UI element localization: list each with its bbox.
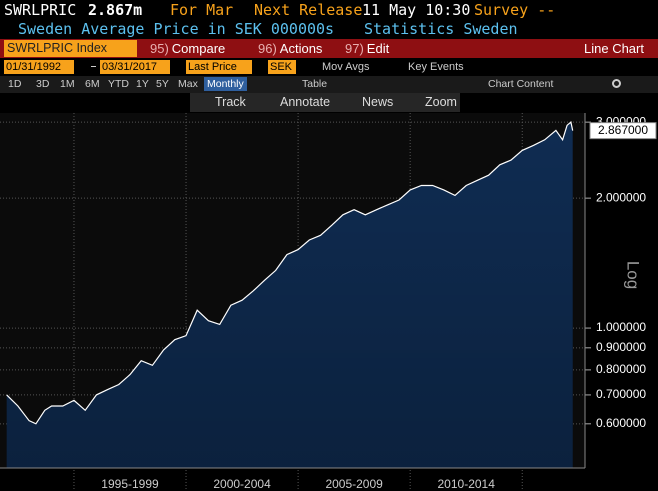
security-field[interactable]: SWRLPRIC Index: [4, 40, 137, 57]
menu-key: 96): [258, 41, 277, 56]
period-button[interactable]: 5Y: [156, 78, 169, 90]
menu-button[interactable]: 95) Compare: [150, 41, 225, 56]
chart-content-button[interactable]: Chart Content: [488, 78, 554, 90]
period-button[interactable]: 1D: [8, 78, 22, 90]
period-button[interactable]: 3D: [36, 78, 50, 90]
menu-label: Compare: [171, 41, 226, 56]
line: [6, 120, 574, 425]
y-axis-label: Log: [624, 261, 643, 289]
period-button[interactable]: 6M: [85, 78, 100, 90]
period-button[interactable]: 1Y: [136, 78, 149, 90]
menu-key: 95): [150, 41, 169, 56]
area-shade: [6, 122, 573, 468]
menu-bar: [0, 39, 658, 58]
period-button[interactable]: YTD: [108, 78, 129, 90]
frequency-select[interactable]: Monthly: [204, 77, 247, 91]
x-tick-label: 2010-2014: [438, 477, 496, 491]
next-release-label: Next Release: [254, 1, 363, 19]
x-tick-label: 2000-2004: [213, 477, 271, 491]
next-release: 11 May 10:30: [362, 1, 471, 19]
menu-key: 97): [345, 41, 364, 56]
y-tick-label: 0.600000: [596, 416, 646, 430]
tool-button[interactable]: News: [362, 95, 394, 109]
table-button[interactable]: Table: [302, 78, 328, 90]
period-button[interactable]: 1M: [60, 78, 75, 90]
start-date[interactable]: 01/31/1992: [4, 60, 74, 74]
y-tick-label: 0.800000: [596, 362, 646, 376]
y-tick-label: 1.000000: [596, 320, 646, 334]
period-button[interactable]: Max: [178, 78, 198, 90]
tool-button[interactable]: Track: [215, 95, 246, 109]
period-bar: [0, 76, 658, 93]
currency-select[interactable]: SEK: [268, 60, 296, 74]
description: Sweden Average Price in SEK 000000s: [18, 20, 335, 38]
menu-label: Edit: [366, 41, 390, 56]
tool-button[interactable]: Zoom: [425, 95, 457, 109]
chart: Log 0.600000 0.700000 0.800000 0.900000 1.00…: [0, 113, 657, 491]
end-date[interactable]: 03/31/2017: [100, 60, 170, 74]
current-value-label: 2.867000: [598, 123, 648, 137]
view-name: Line Chart: [584, 41, 644, 56]
menu-button[interactable]: 96) Actions: [258, 41, 322, 56]
current-value-box: [589, 122, 657, 140]
survey: Survey --: [474, 1, 556, 19]
y-tick-label: 0.900000: [596, 340, 646, 354]
last-value: 2.867m: [88, 1, 143, 19]
y-tick-label: 0.700000: [596, 387, 646, 401]
menu-button[interactable]: 97) Edit: [345, 41, 389, 56]
x-tick-label: 1995-1999: [101, 477, 159, 491]
ticker: SWRLPRIC: [4, 1, 77, 19]
menu-label: Actions: [279, 41, 323, 56]
x-tick-label: 2005-2009: [325, 477, 383, 491]
tool-button[interactable]: Annotate: [280, 95, 331, 109]
y-tick-label: 2.000000: [596, 190, 646, 204]
toolbar: [190, 93, 460, 112]
source: Statistics Sweden: [364, 20, 518, 38]
period: For Mar: [170, 1, 234, 19]
key-events[interactable]: Key Events: [408, 61, 464, 73]
field-select[interactable]: Last Price: [186, 60, 252, 74]
mov-avgs[interactable]: Mov Avgs: [322, 61, 370, 73]
date-dash: [91, 66, 96, 67]
settings-icon[interactable]: [612, 79, 621, 88]
